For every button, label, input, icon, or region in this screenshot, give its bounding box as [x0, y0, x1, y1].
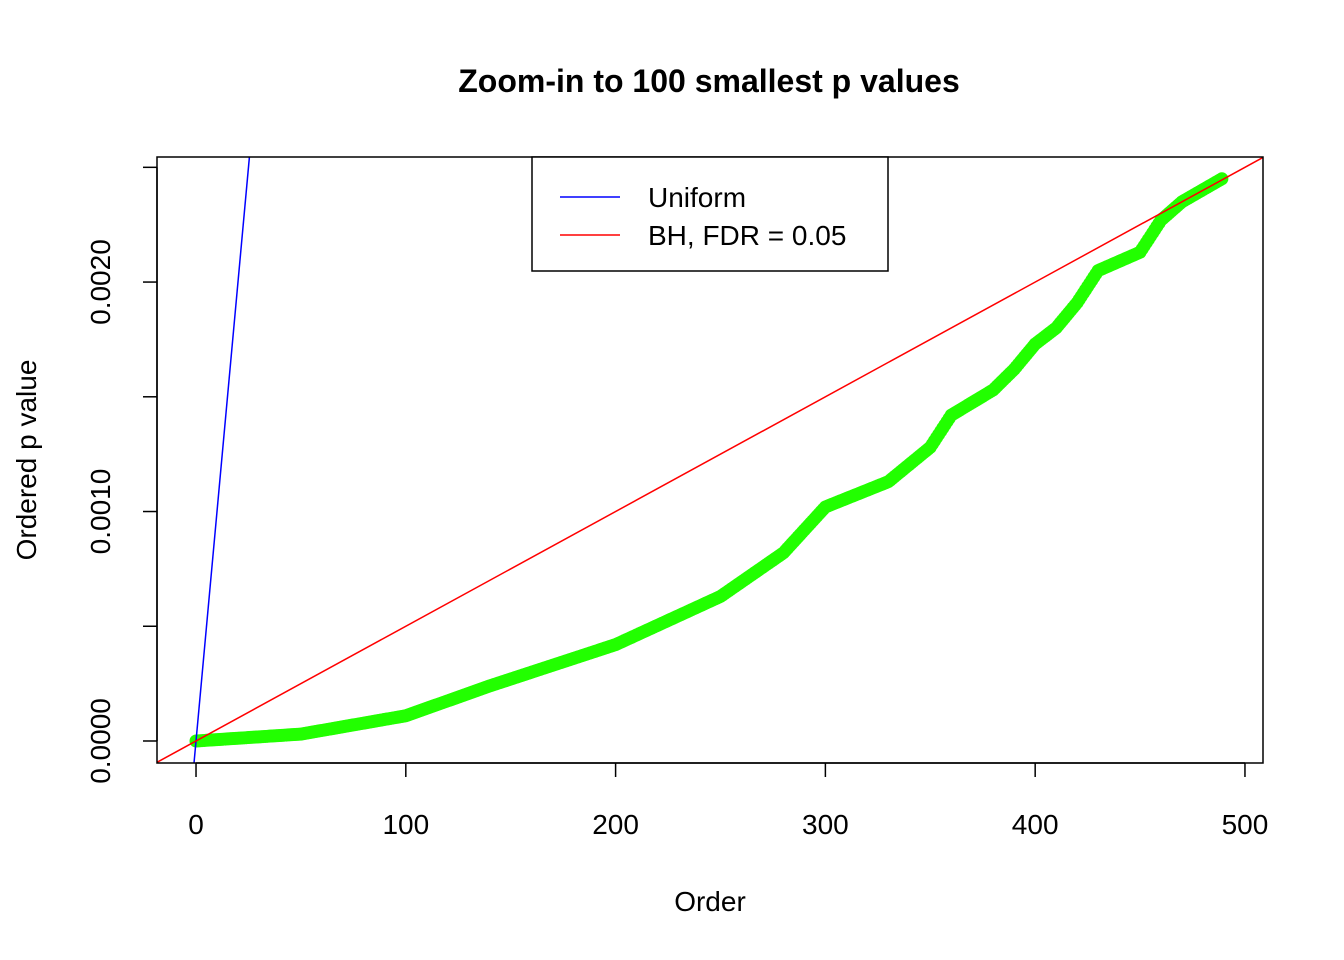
line-uniform	[193, 156, 251, 764]
y-tick-label: 0.0000	[85, 698, 116, 784]
x-tick-label: 100	[382, 809, 429, 840]
line-bh-fdr-0-05	[156, 156, 1264, 763]
x-axis-label: Order	[674, 886, 746, 917]
y-axis-label: Ordered p value	[11, 360, 42, 561]
legend-box	[531, 156, 889, 272]
data-point	[1215, 172, 1229, 186]
y-tick-label: 0.0010	[85, 469, 116, 555]
legend: Uniform BH, FDR = 0.05	[531, 156, 889, 272]
y-tick-label: 0.0020	[85, 239, 116, 325]
x-tick-label: 200	[592, 809, 639, 840]
x-tick-label: 300	[802, 809, 849, 840]
x-tick-label: 500	[1222, 809, 1269, 840]
chart-title: Zoom-in to 100 smallest p values	[458, 63, 959, 99]
data-points	[189, 172, 1229, 748]
x-axis: 0 100 200 300 400 500	[188, 762, 1269, 840]
x-tick-label: 400	[1012, 809, 1059, 840]
reference-lines	[156, 156, 1264, 764]
y-axis: 0.0000 0.0010 0.0020	[85, 166, 158, 784]
legend-label-uniform: Uniform	[648, 182, 746, 213]
legend-label-bh: BH, FDR = 0.05	[648, 220, 846, 251]
x-tick-label: 0	[188, 809, 204, 840]
